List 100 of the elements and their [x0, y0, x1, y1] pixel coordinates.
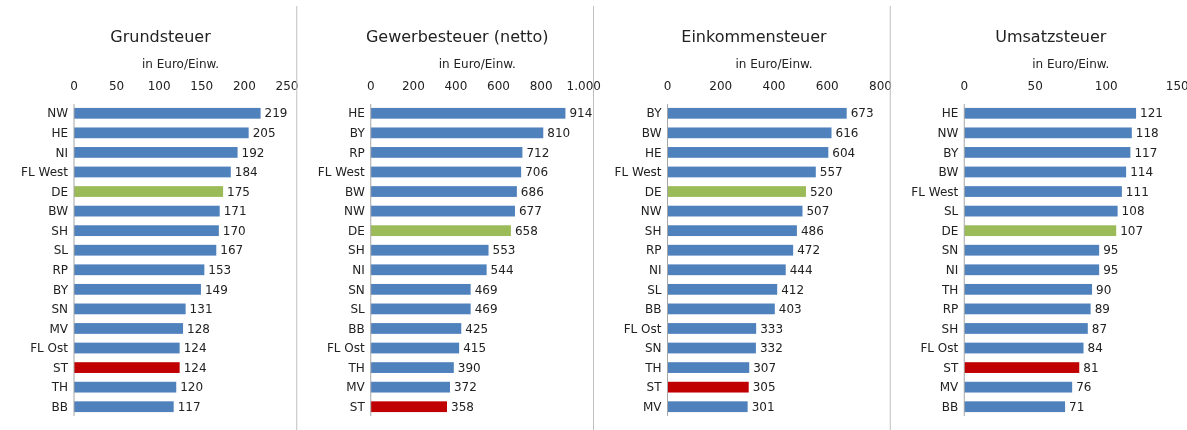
bar — [667, 283, 778, 295]
data-label: 415 — [463, 341, 487, 356]
y-tick-label: FL Ost — [623, 321, 662, 336]
y-tick-label: RP — [645, 243, 662, 258]
bar — [74, 186, 224, 197]
data-label: 658 — [514, 223, 538, 238]
y-tick-label: SH — [51, 223, 68, 238]
y-tick-label: BY — [53, 282, 69, 297]
bar — [964, 186, 1122, 197]
data-label: 604 — [832, 145, 856, 160]
data-label: 108 — [1121, 204, 1145, 219]
bar — [74, 127, 249, 139]
bar — [667, 166, 816, 178]
data-label: 124 — [183, 341, 207, 356]
y-tick-label: DE — [51, 184, 68, 199]
data-label: 114 — [1130, 165, 1154, 180]
y-tick-label: SH — [348, 243, 365, 258]
bar — [370, 362, 454, 373]
data-label: 107 — [1120, 223, 1144, 238]
data-label: 76 — [1076, 380, 1092, 395]
data-label: 89 — [1094, 302, 1110, 317]
bar — [74, 147, 238, 158]
data-label: 469 — [474, 282, 498, 297]
data-label: 205 — [252, 126, 276, 141]
data-label: 90 — [1096, 282, 1112, 297]
data-label: 170 — [222, 223, 246, 238]
y-tick-label: MV — [49, 321, 69, 336]
data-label: 111 — [1125, 184, 1149, 199]
bar — [370, 205, 515, 217]
data-label: 131 — [189, 302, 213, 317]
bar — [74, 107, 261, 119]
y-tick-label: NI — [648, 262, 662, 277]
x-tick-label: 50 — [108, 79, 125, 93]
y-tick-label: FL West — [21, 165, 69, 180]
x-tick-label: 400 — [444, 79, 468, 93]
bar — [964, 283, 1093, 295]
data-label: 914 — [569, 106, 593, 121]
y-tick-label: BW — [938, 165, 959, 180]
data-label: 677 — [518, 204, 542, 219]
y-tick-label: MV — [346, 380, 366, 395]
y-tick-label: SH — [644, 223, 662, 238]
bar — [370, 244, 489, 256]
y-tick-label: MV — [642, 399, 663, 414]
y-tick-label: SL — [647, 282, 662, 297]
bar — [964, 205, 1118, 217]
chart-title: Grundsteuer — [110, 27, 212, 46]
y-tick-label: BB — [51, 399, 68, 414]
x-tick-label: 800 — [529, 79, 553, 93]
y-tick-label: NW — [343, 204, 365, 219]
bar — [74, 205, 220, 217]
chart-title: Gewerbesteuer (netto) — [365, 27, 549, 46]
x-axis-title: in Euro/Einw. — [438, 57, 516, 71]
data-label: 192 — [241, 145, 265, 160]
y-tick-label: NW — [640, 204, 662, 219]
data-label: 128 — [187, 321, 210, 336]
data-label: 444 — [789, 262, 813, 277]
x-axis-title: in Euro/Einw. — [141, 57, 220, 71]
bar — [964, 166, 1127, 178]
bar — [667, 225, 797, 237]
data-label: 184 — [234, 165, 258, 180]
y-tick-label: BB — [645, 302, 662, 317]
bar — [74, 166, 231, 178]
bar — [74, 381, 177, 393]
data-label: 507 — [806, 204, 830, 219]
data-label: 553 — [492, 243, 516, 258]
data-label: 358 — [451, 399, 474, 414]
bar — [74, 264, 205, 276]
bar — [74, 225, 219, 237]
y-tick-label: SN — [51, 302, 68, 317]
bar — [964, 147, 1131, 158]
bar — [370, 225, 511, 237]
y-tick-label: TH — [50, 380, 68, 395]
x-tick-label: 200 — [709, 79, 733, 93]
chart-title: Umsatzsteuer — [995, 27, 1107, 46]
data-label: 124 — [183, 360, 207, 375]
bar — [74, 362, 180, 373]
y-tick-label: FL Ost — [326, 341, 366, 356]
bar — [370, 401, 447, 413]
data-label: 469 — [474, 302, 498, 317]
data-label: 219 — [264, 106, 288, 121]
data-label: 95 — [1103, 243, 1119, 258]
data-label: 118 — [1135, 126, 1159, 141]
data-label: 120 — [180, 380, 204, 395]
bar — [74, 303, 186, 315]
y-tick-label: SN — [644, 341, 662, 356]
y-tick-label: NW — [47, 106, 69, 121]
data-label: 412 — [781, 282, 805, 297]
x-tick-label: 0 — [960, 79, 969, 93]
y-tick-label: SH — [941, 321, 959, 336]
data-label: 557 — [819, 165, 843, 180]
y-tick-label: TH — [347, 360, 365, 375]
bar — [964, 225, 1117, 237]
y-tick-label: FL West — [614, 165, 662, 180]
bar — [370, 323, 462, 334]
data-label: 81 — [1083, 360, 1099, 375]
bar — [667, 362, 750, 373]
x-axis-title: in Euro/Einw. — [1032, 57, 1110, 71]
bar — [370, 166, 522, 178]
y-tick-label: BY — [349, 126, 366, 141]
data-label: 301 — [751, 399, 775, 414]
